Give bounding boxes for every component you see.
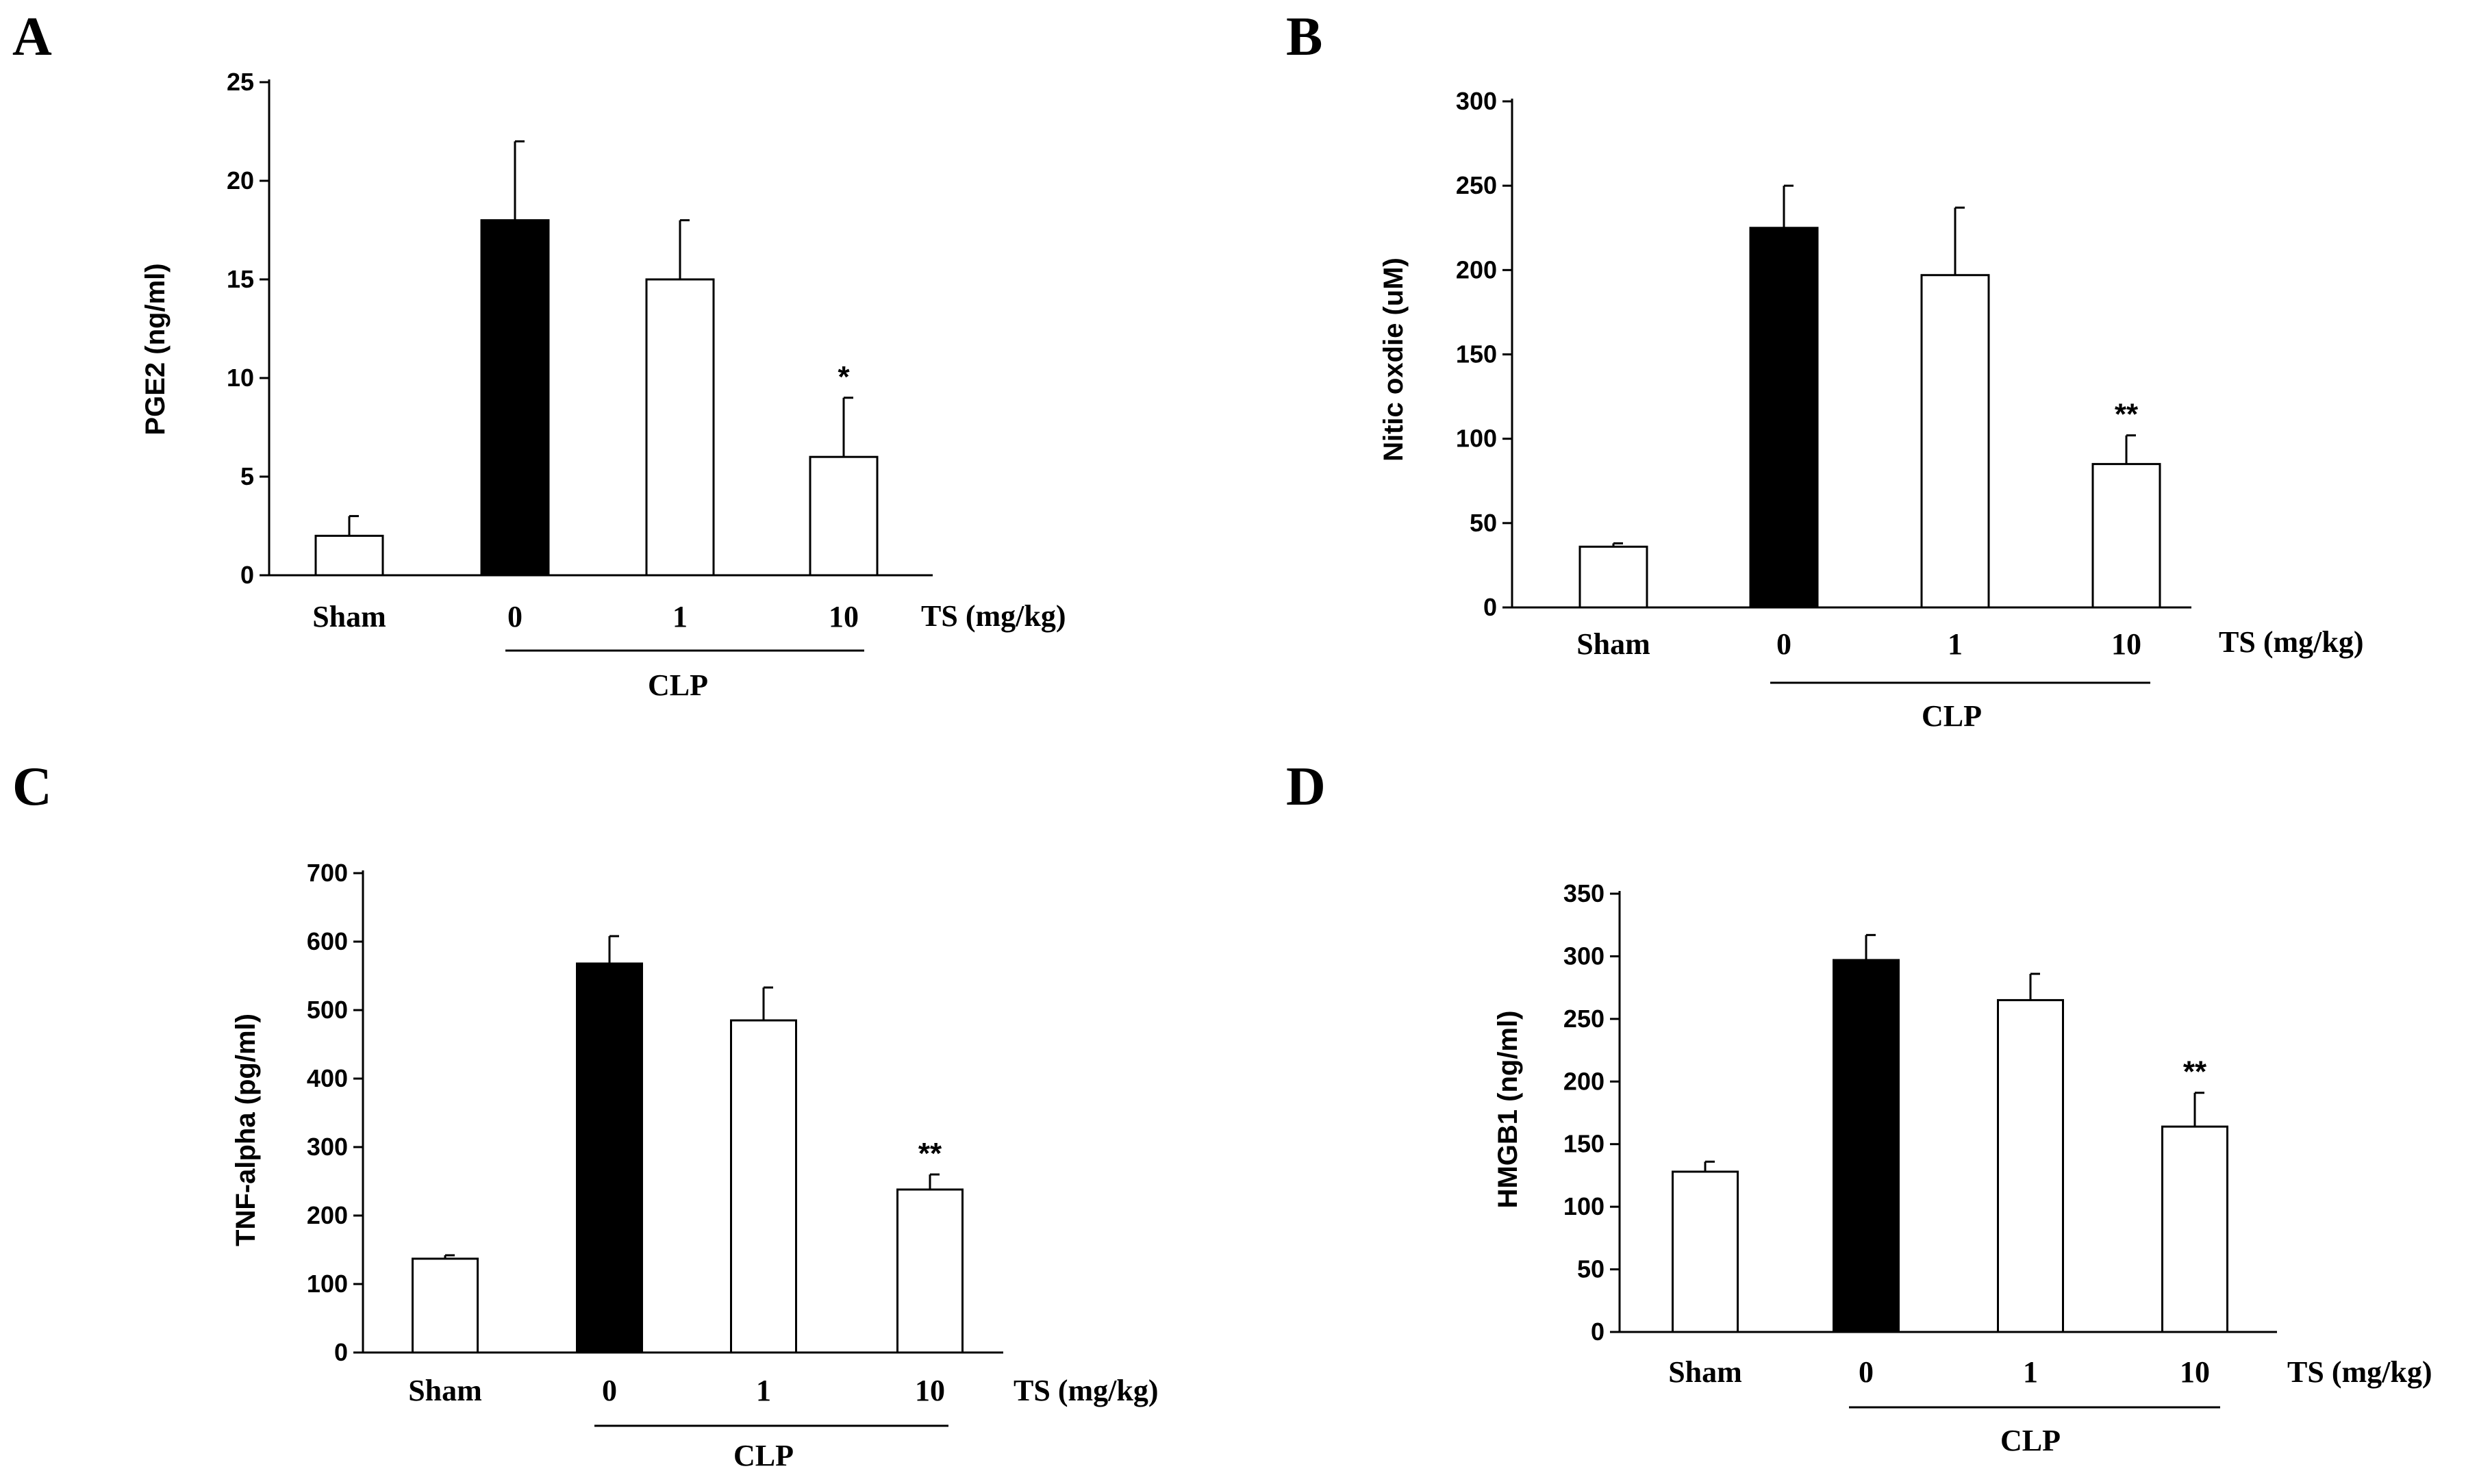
y-tick-label: 200 <box>1456 255 1497 284</box>
y-axis-label: PGE2 (ng/ml) <box>140 263 171 435</box>
group-label: CLP <box>733 1439 794 1472</box>
y-tick-label: 350 <box>1563 879 1605 907</box>
y-tick-label: 300 <box>307 1133 348 1161</box>
bar-10 <box>2161 1125 2228 1333</box>
category-label: 0 <box>1859 1355 1874 1389</box>
y-tick-label: 25 <box>227 68 254 96</box>
bar-0 <box>576 962 643 1354</box>
y-tick-label: 700 <box>307 859 348 887</box>
y-tick-label: 10 <box>227 364 254 392</box>
category-label: Sham <box>1576 627 1650 661</box>
bar-sham <box>1672 1170 1739 1333</box>
bar-10 <box>896 1188 964 1354</box>
y-tick-label: 250 <box>1563 1005 1605 1033</box>
y-tick-label: 15 <box>227 265 254 293</box>
category-label: 0 <box>1776 627 1791 661</box>
group-label: CLP <box>1922 699 1982 733</box>
category-label: 0 <box>507 600 523 633</box>
significance-marker: ** <box>918 1137 942 1170</box>
bar-10 <box>809 455 879 577</box>
bar-1 <box>730 1019 797 1354</box>
bar-1 <box>1920 274 1990 609</box>
significance-marker: * <box>838 360 850 394</box>
category-label: 10 <box>2111 627 2141 661</box>
bar-1 <box>1997 998 2064 1333</box>
panel-letter: D <box>1286 757 1326 817</box>
category-label: 10 <box>829 600 859 633</box>
y-tick-label: 0 <box>1591 1318 1605 1346</box>
category-label: 10 <box>915 1374 945 1407</box>
panel-d: D 0 50 100 150 200 250 300 350 Sham 0 1 ** 10 HMGB1 … <box>1286 757 2432 1457</box>
y-tick-label: 50 <box>1577 1255 1605 1283</box>
y-tick-label: 150 <box>1563 1130 1605 1158</box>
bar-sham <box>1578 545 1648 609</box>
y-tick-label: 50 <box>1470 509 1497 537</box>
significance-marker: ** <box>2115 398 2139 431</box>
category-label: 1 <box>672 600 688 633</box>
y-tick-label: 200 <box>307 1201 348 1229</box>
x-axis-title: TS (mg/kg) <box>2219 625 2363 659</box>
y-tick-label: 100 <box>307 1270 348 1298</box>
y-tick-label: 200 <box>1563 1067 1605 1095</box>
bar-0 <box>1749 227 1819 609</box>
bar-sham <box>412 1257 479 1354</box>
y-tick-label: 0 <box>1483 593 1497 621</box>
category-label: 1 <box>1948 627 1963 661</box>
y-tick-label: 250 <box>1456 171 1497 199</box>
y-tick-label: 100 <box>1563 1192 1605 1220</box>
significance-marker: ** <box>2183 1055 2207 1089</box>
x-axis-title: TS (mg/kg) <box>1014 1374 1158 1407</box>
panel-letter: C <box>12 757 52 817</box>
y-axis-label: TNF-alpha (pg/ml) <box>231 1014 261 1246</box>
x-axis-title: TS (mg/kg) <box>921 599 1066 633</box>
y-tick-label: 150 <box>1456 340 1497 368</box>
y-tick-label: 100 <box>1456 425 1497 453</box>
panel-c: C 0 100 200 300 400 500 600 700 Sham 0 1 ** 10 TNF-a… <box>12 757 1158 1472</box>
bar-sham <box>314 534 384 577</box>
y-tick-label: 20 <box>227 166 254 194</box>
y-tick-label: 300 <box>1456 87 1497 115</box>
category-label: 0 <box>602 1374 617 1407</box>
y-tick-label: 600 <box>307 927 348 955</box>
y-axis-label: HMGB1 (ng/ml) <box>1493 1011 1523 1209</box>
panel-letter: A <box>12 7 52 67</box>
y-tick-label: 500 <box>307 996 348 1024</box>
y-tick-label: 300 <box>1563 942 1605 970</box>
group-label: CLP <box>2000 1424 2061 1457</box>
category-label: 1 <box>2023 1355 2038 1389</box>
panel-a: A 0 5 10 15 20 25 Sham 0 1 * 10 PGE2 (ng/ml) TS (m… <box>12 7 1066 702</box>
bar-10 <box>2091 463 2161 609</box>
y-tick-label: 0 <box>334 1338 348 1366</box>
y-axis-label: Nitic oxdie (uM) <box>1379 257 1409 462</box>
group-label: CLP <box>648 668 708 702</box>
category-label: Sham <box>408 1374 482 1407</box>
category-label: 10 <box>2180 1355 2210 1389</box>
y-tick-label: 0 <box>240 561 254 589</box>
panel-letter: B <box>1286 7 1322 67</box>
x-axis-title: TS (mg/kg) <box>2287 1355 2432 1389</box>
category-label: Sham <box>1668 1355 1742 1389</box>
bar-0 <box>480 219 550 577</box>
category-label: 1 <box>756 1374 771 1407</box>
category-label: Sham <box>312 600 386 633</box>
bar-0 <box>1833 959 1900 1333</box>
y-tick-label: 400 <box>307 1064 348 1092</box>
y-tick-label: 5 <box>240 462 254 490</box>
panel-b: B 0 50 100 150 200 250 300 Sham 0 1 ** 10 Nitic oxd… <box>1286 7 2363 733</box>
bar-1 <box>645 278 715 577</box>
